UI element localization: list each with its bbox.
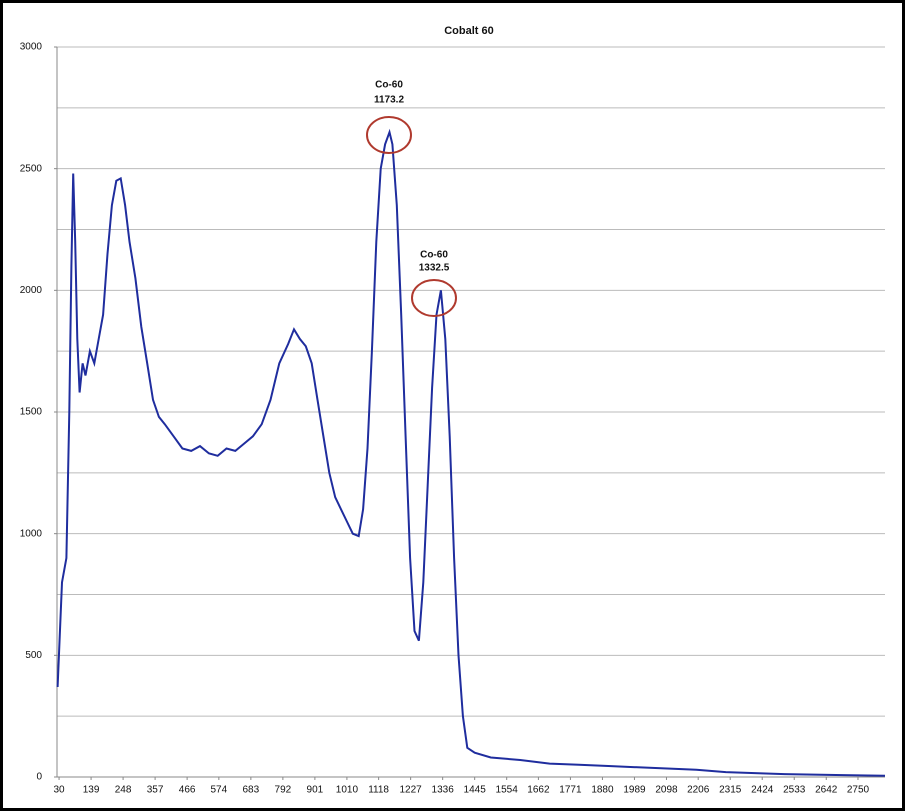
x-tick-label: 2315 bbox=[719, 785, 742, 796]
y-tick-label: 0 bbox=[36, 772, 42, 783]
y-tick-label: 3000 bbox=[20, 42, 43, 53]
annotation-circle bbox=[411, 279, 457, 317]
y-tick-label: 500 bbox=[25, 650, 42, 661]
annotation-energy: 1332.5 bbox=[419, 263, 450, 274]
x-tick-label: 1662 bbox=[527, 785, 550, 796]
x-tick-label: 248 bbox=[115, 785, 132, 796]
x-tick-label: 466 bbox=[179, 785, 196, 796]
annotation-label: Co-60 bbox=[420, 250, 448, 261]
x-tick-label: 2098 bbox=[655, 785, 678, 796]
y-tick-label: 1500 bbox=[20, 407, 43, 418]
x-tick-label: 574 bbox=[210, 785, 227, 796]
y-tick-label: 2000 bbox=[20, 285, 43, 296]
x-tick-label: 1989 bbox=[623, 785, 646, 796]
x-tick-label: 1554 bbox=[496, 785, 519, 796]
x-tick-label: 30 bbox=[53, 785, 65, 796]
x-tick-label: 2750 bbox=[847, 785, 870, 796]
x-tick-label: 1880 bbox=[591, 785, 614, 796]
x-tick-label: 683 bbox=[243, 785, 260, 796]
x-tick-label: 901 bbox=[307, 785, 324, 796]
x-tick-label: 1336 bbox=[432, 785, 455, 796]
y-tick-label: 2500 bbox=[20, 163, 43, 174]
x-tick-label: 2206 bbox=[687, 785, 710, 796]
annotation-label: Co-60 bbox=[375, 80, 403, 91]
chart-title: Cobalt 60 bbox=[444, 25, 494, 37]
y-tick-label: 1000 bbox=[20, 528, 43, 539]
x-tick-label: 2642 bbox=[815, 785, 838, 796]
x-tick-label: 357 bbox=[147, 785, 164, 796]
x-tick-label: 1227 bbox=[400, 785, 423, 796]
x-tick-label: 1010 bbox=[336, 785, 359, 796]
x-tick-label: 2533 bbox=[783, 785, 806, 796]
x-tick-label: 792 bbox=[275, 785, 292, 796]
data-line bbox=[56, 128, 886, 777]
x-tick-label: 2424 bbox=[751, 785, 774, 796]
annotation-circle bbox=[366, 116, 412, 154]
x-tick-label: 1771 bbox=[559, 785, 582, 796]
x-tick-label: 1445 bbox=[464, 785, 487, 796]
annotation-energy: 1173.2 bbox=[374, 95, 404, 106]
x-tick-label: 1118 bbox=[368, 785, 389, 796]
x-tick-label: 139 bbox=[83, 785, 100, 796]
